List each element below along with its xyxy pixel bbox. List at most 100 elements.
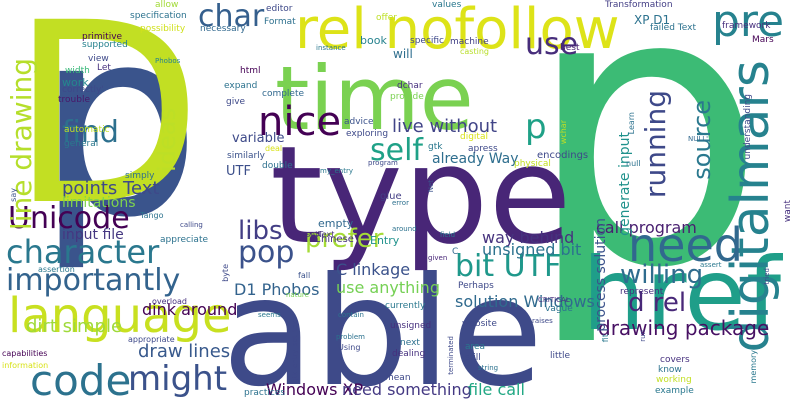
word-encodings: encodings xyxy=(537,150,589,161)
word-fit: fit xyxy=(601,334,610,343)
word-type: type xyxy=(270,117,572,274)
word-input-file: input file xyxy=(62,227,124,243)
word-UTF: UTF xyxy=(226,164,251,179)
word-XP-D1: XP D1 xyxy=(634,13,671,27)
word-href: href xyxy=(582,236,782,353)
word-able: able xyxy=(222,246,544,400)
word-program: program xyxy=(368,159,398,167)
word-expand: expand xyxy=(224,81,258,91)
word-way-behind: way behind xyxy=(482,228,575,247)
word-gtk-entry-set-text: gtk_entry_set_text xyxy=(291,318,299,383)
word-libs: libs xyxy=(238,216,283,246)
word-Format: Format xyxy=(264,17,296,27)
word-digital: digital xyxy=(460,132,488,142)
word-line-drawing: line drawing xyxy=(5,58,38,231)
word-automatic: automatic xyxy=(64,125,110,135)
word-terminated: terminated xyxy=(447,336,455,375)
word-dealing: dealing xyxy=(392,349,426,359)
word-dirt-simple: dirt simple xyxy=(26,316,123,337)
word-drawing-package: drawing package xyxy=(598,316,770,340)
word-points-Text: points Text xyxy=(62,178,160,199)
word-fall: fall xyxy=(298,271,311,280)
word-Entry: Entry xyxy=(370,234,400,247)
word-possibility: possibility xyxy=(140,24,186,34)
word-Windows-XP: Windows XP xyxy=(266,380,364,399)
word-complete: complete xyxy=(262,89,305,99)
word-provide: provide xyxy=(390,92,424,102)
word-ideas: ideas xyxy=(153,108,181,172)
word-Phobos: Phobos xyxy=(155,57,181,65)
word-necessary: necessary xyxy=(200,24,246,34)
word-general: general xyxy=(64,139,99,149)
word-empty: empty xyxy=(318,217,354,230)
word-Unicode: Unicode xyxy=(8,201,130,236)
word-html: html xyxy=(240,66,261,76)
word-unsigned: unsigned xyxy=(390,321,432,331)
word-gtk: gtk xyxy=(428,142,443,152)
word-Chinese: Chinese xyxy=(314,234,354,245)
word-D1-Phobos: D1 Phobos xyxy=(234,280,320,299)
word-my-entry: my_entry xyxy=(320,167,353,175)
word-trouble: trouble xyxy=(58,95,90,105)
word-problem: problem xyxy=(336,333,365,341)
word-specific: specific xyxy=(410,36,445,46)
word-double: double xyxy=(262,161,293,171)
word-need: need xyxy=(628,218,743,272)
word-Transformation: Transformation xyxy=(605,0,673,10)
word-limitations: limitations xyxy=(62,195,136,211)
word-prefer: prefer xyxy=(305,224,384,254)
word-pop: pop xyxy=(238,235,295,270)
word-width: width xyxy=(65,66,90,76)
word-self: self xyxy=(370,133,423,168)
word-exploring: exploring xyxy=(346,129,389,139)
word-p-large-right: p xyxy=(525,0,767,351)
word-null: null xyxy=(626,159,641,168)
word-running: running xyxy=(639,90,672,199)
word-Let: Let xyxy=(97,63,111,73)
word-instance: instance xyxy=(316,44,346,52)
word-time: time xyxy=(275,47,474,150)
word-solution-Windows: solution Windows xyxy=(455,292,595,311)
word-correctly: correctly' xyxy=(62,85,104,95)
word-nice: nice xyxy=(258,99,342,145)
word-live-without: live without xyxy=(392,116,498,137)
word-calling: calling xyxy=(180,221,203,229)
word-next: next xyxy=(400,338,420,348)
word-assertion: assertion xyxy=(38,265,75,274)
word-give: give xyxy=(226,97,246,107)
word-working: working xyxy=(656,375,692,385)
word-run: run xyxy=(639,330,647,342)
word-wchar: wchar xyxy=(559,120,568,145)
word-NULL: NULL' xyxy=(688,135,709,143)
word-C: C xyxy=(452,247,459,257)
word-call-program: call program xyxy=(596,218,697,237)
word-dink-around: dink around xyxy=(142,300,238,319)
word-p-small: p xyxy=(525,107,547,147)
word-say: say xyxy=(9,188,18,202)
word-D: D xyxy=(10,0,203,260)
word-around: around xyxy=(392,225,417,233)
word-website: website xyxy=(462,319,497,329)
word-overload: overload xyxy=(152,297,187,306)
word-find: find xyxy=(62,115,119,150)
word-understanding: understanding xyxy=(743,94,753,160)
word-dchar: dchar xyxy=(397,81,423,91)
word-failed-Text: failed Text xyxy=(650,23,696,33)
word-language: language xyxy=(8,288,232,344)
word-will: will xyxy=(393,47,413,61)
word-unsigned-bit: unsigned bit xyxy=(482,240,582,259)
word-offer: offer xyxy=(376,13,397,23)
word-memory: memory xyxy=(749,350,758,384)
word-vague: vague xyxy=(545,304,573,314)
word-importantly: importantly xyxy=(6,263,181,298)
word-glue: glue xyxy=(380,191,402,202)
word-nature: nature xyxy=(286,291,309,299)
word-d-rel: d rel xyxy=(628,288,687,318)
word-Perhaps: Perhaps xyxy=(458,281,494,291)
word-view: view xyxy=(88,54,109,64)
word-variable: variable xyxy=(232,131,285,146)
word-rel-nofollow: rel nofollow xyxy=(295,0,620,62)
word-information: information xyxy=(2,361,49,370)
word-Tango: Tango xyxy=(140,211,164,220)
